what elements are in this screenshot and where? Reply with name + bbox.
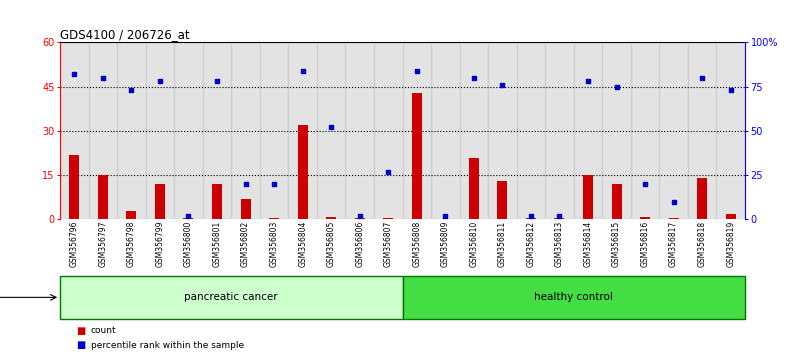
Bar: [374, 42, 402, 219]
Bar: [98, 175, 108, 219]
Point: [239, 181, 252, 187]
Bar: [659, 42, 688, 219]
Bar: [611, 184, 622, 219]
Point: [696, 75, 709, 81]
Bar: [583, 175, 593, 219]
Bar: [602, 42, 630, 219]
Bar: [355, 218, 364, 219]
Bar: [697, 178, 707, 219]
Point: [96, 75, 109, 81]
Point: [125, 87, 138, 93]
Point: [296, 68, 309, 74]
Bar: [269, 218, 279, 219]
Bar: [383, 218, 393, 219]
Bar: [70, 155, 79, 219]
Bar: [183, 218, 194, 219]
Point: [468, 75, 481, 81]
Point: [525, 213, 537, 219]
Bar: [89, 42, 117, 219]
Bar: [146, 42, 174, 219]
Bar: [174, 42, 203, 219]
Bar: [412, 93, 422, 219]
Bar: [640, 217, 650, 219]
Bar: [60, 276, 403, 319]
Point: [353, 213, 366, 219]
Bar: [60, 42, 89, 219]
Point: [582, 79, 594, 84]
Text: percentile rank within the sample: percentile rank within the sample: [91, 341, 244, 350]
Bar: [630, 42, 659, 219]
Point: [724, 87, 737, 93]
Bar: [469, 158, 479, 219]
Bar: [574, 42, 602, 219]
Point: [496, 82, 509, 88]
Bar: [231, 42, 260, 219]
Point: [410, 68, 423, 74]
Bar: [526, 218, 536, 219]
Text: pancreatic cancer: pancreatic cancer: [184, 292, 278, 302]
Bar: [403, 276, 745, 319]
Text: ■: ■: [76, 340, 86, 350]
Bar: [240, 199, 251, 219]
Bar: [460, 42, 488, 219]
Point: [553, 213, 566, 219]
Point: [439, 213, 452, 219]
Bar: [669, 218, 678, 219]
Bar: [431, 42, 460, 219]
Point: [324, 125, 337, 130]
Bar: [317, 42, 345, 219]
Bar: [212, 184, 222, 219]
Bar: [117, 42, 146, 219]
Bar: [517, 42, 545, 219]
Text: GDS4100 / 206726_at: GDS4100 / 206726_at: [60, 28, 190, 41]
Bar: [298, 125, 308, 219]
Point: [667, 199, 680, 205]
Bar: [402, 42, 431, 219]
Bar: [726, 213, 735, 219]
Point: [638, 181, 651, 187]
Bar: [545, 42, 574, 219]
Bar: [716, 42, 745, 219]
Bar: [203, 42, 231, 219]
Point: [268, 181, 280, 187]
Point: [610, 84, 623, 90]
Bar: [288, 42, 317, 219]
Text: count: count: [91, 326, 116, 336]
Point: [68, 72, 81, 77]
Point: [211, 79, 223, 84]
Text: healthy control: healthy control: [534, 292, 613, 302]
Bar: [345, 42, 374, 219]
Bar: [554, 218, 565, 219]
Bar: [260, 42, 288, 219]
Bar: [497, 181, 507, 219]
Bar: [155, 184, 165, 219]
Bar: [127, 211, 136, 219]
Point: [182, 213, 195, 219]
Bar: [326, 217, 336, 219]
Bar: [688, 42, 716, 219]
Bar: [488, 42, 517, 219]
Point: [382, 169, 395, 175]
Text: ■: ■: [76, 326, 86, 336]
Point: [154, 79, 167, 84]
